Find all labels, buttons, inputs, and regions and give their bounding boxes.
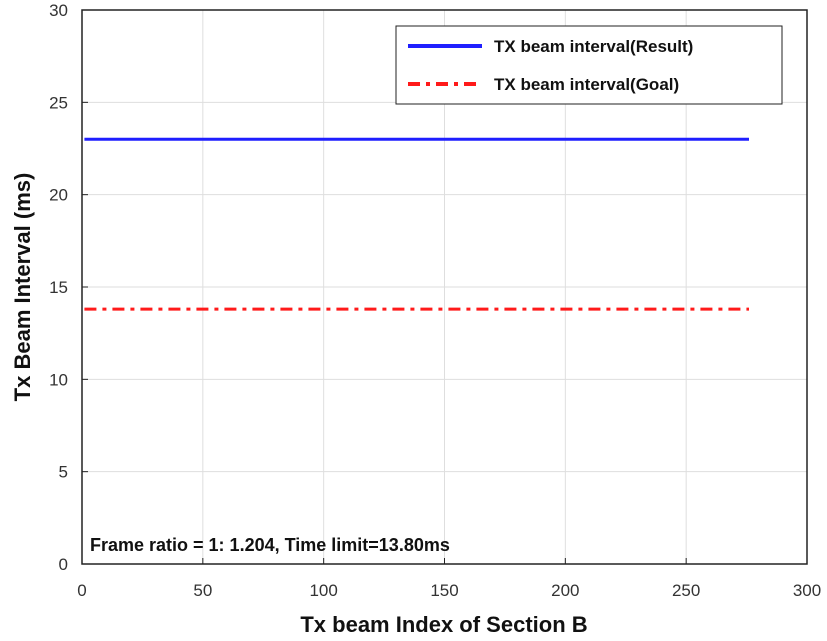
annotation-frame-ratio: Frame ratio = 1: 1.204, Time limit=13.80… [90,535,450,555]
legend: TX beam interval(Result) TX beam interva… [395,25,783,105]
x-axis-title: Tx beam Index of Section B [300,612,587,637]
x-tick-label: 0 [77,581,86,600]
y-tick-label: 15 [49,278,68,297]
x-tick-label: 300 [793,581,821,600]
x-tick-label: 250 [672,581,700,600]
series-layer [84,137,749,311]
plot-frame [81,9,808,565]
y-tick-label: 20 [49,186,68,205]
x-tick-label: 200 [551,581,579,600]
y-tick-label: 10 [49,370,68,389]
tick-labels: 0 50 100 150 200 250 300 0 5 10 15 20 25 30 [49,1,821,600]
y-axis-title: Tx Beam Interval (ms) [10,173,35,402]
legend-box [395,25,783,105]
y-tick-label: 25 [49,93,68,112]
x-tick-label: 100 [309,581,337,600]
y-tick-label: 5 [59,463,68,482]
x-tick-label: 150 [430,581,458,600]
y-tick-label: 30 [49,1,68,20]
legend-label-result: TX beam interval(Result) [494,37,693,56]
x-tick-label: 50 [193,581,212,600]
y-tick-label: 0 [59,555,68,574]
legend-label-goal: TX beam interval(Goal) [494,75,679,94]
